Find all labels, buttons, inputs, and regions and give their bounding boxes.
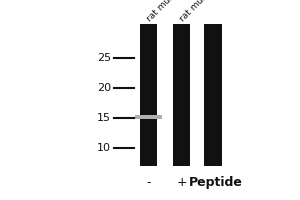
Bar bbox=[204, 24, 222, 166]
Bar bbox=[173, 24, 190, 166]
Bar bbox=[140, 24, 157, 166]
Text: Peptide: Peptide bbox=[189, 176, 243, 189]
Text: 15: 15 bbox=[97, 113, 111, 123]
Text: rat muscle: rat muscle bbox=[145, 0, 185, 23]
Text: rat muscle: rat muscle bbox=[178, 0, 218, 23]
Text: 10: 10 bbox=[97, 143, 111, 153]
Text: +: + bbox=[176, 176, 187, 189]
Text: -: - bbox=[146, 176, 151, 189]
Text: 20: 20 bbox=[97, 83, 111, 93]
Bar bbox=[135, 115, 162, 119]
Text: 25: 25 bbox=[97, 53, 111, 63]
